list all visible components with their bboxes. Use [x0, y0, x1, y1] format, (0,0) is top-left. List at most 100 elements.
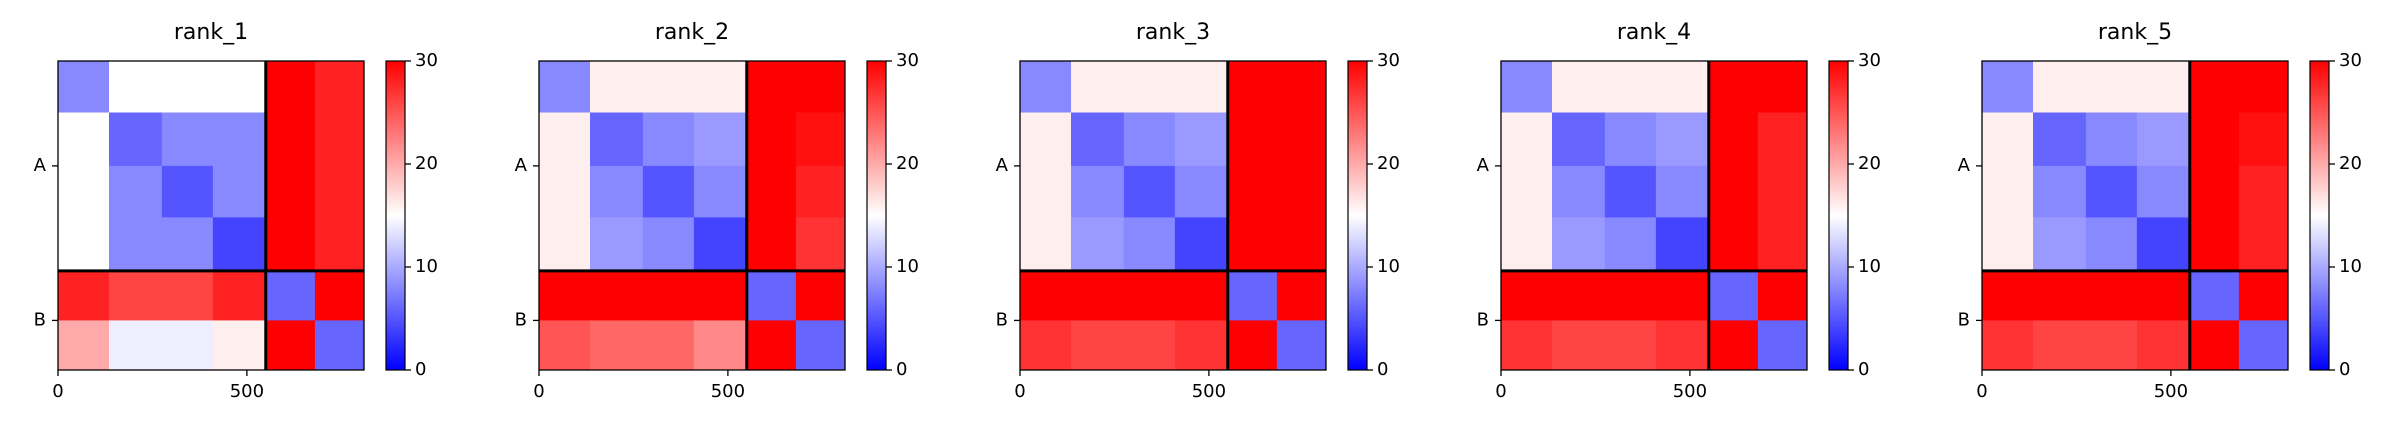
heat-cell: [1174, 61, 1229, 113]
heat-cell: [2238, 61, 2289, 113]
heat-cell: [1123, 165, 1176, 218]
heat-cell: [1757, 270, 1808, 321]
heat-cell: [693, 320, 748, 371]
heat-cell: [693, 217, 748, 272]
heat-cell: [746, 112, 797, 167]
heat-cell: [590, 270, 644, 321]
heat-cell: [265, 165, 316, 218]
x-tick-label: 500: [230, 381, 264, 402]
heat-cell: [2189, 112, 2240, 167]
heat-cell: [642, 217, 695, 272]
colorbar-tick-label: 20: [896, 153, 919, 174]
heat-cell: [1757, 320, 1808, 371]
heat-cell: [590, 165, 644, 218]
heat-cell: [2033, 112, 2087, 167]
heat-cell: [539, 61, 591, 113]
heat-cell: [161, 320, 214, 371]
colorbar-tick-label: 10: [896, 256, 919, 277]
heat-cell: [2136, 320, 2191, 371]
heat-cell: [1655, 165, 1710, 218]
heat-cell: [212, 112, 267, 167]
heat-cell: [1227, 270, 1278, 321]
heat-cell: [1020, 61, 1072, 113]
heat-cell: [314, 165, 365, 218]
colorbar: [1347, 60, 1368, 371]
heat-cell: [265, 320, 316, 371]
heat-cell: [1982, 270, 2034, 321]
heat-cell: [1552, 320, 1606, 371]
heat-cell: [314, 112, 365, 167]
heat-cell: [314, 320, 365, 371]
heat-cell: [1604, 112, 1657, 167]
x-tick-label: 0: [1495, 381, 1506, 402]
heat-cell: [1227, 165, 1278, 218]
heat-cell: [161, 61, 214, 113]
heat-cell: [1071, 270, 1125, 321]
colorbar-tick-label: 0: [2339, 359, 2350, 380]
panel-title: rank_3: [1136, 20, 1210, 45]
heat-cell: [642, 320, 695, 371]
heat-cell: [2136, 270, 2191, 321]
heat-cell: [746, 61, 797, 113]
heat-cell: [314, 217, 365, 272]
heat-cell: [212, 320, 267, 371]
colorbar-tick-label: 0: [896, 359, 907, 380]
heat-cell: [2189, 270, 2240, 321]
heat-cell: [109, 217, 163, 272]
heat-cell: [58, 270, 110, 321]
heat-cell: [1982, 217, 2034, 272]
y-tick-label: A: [996, 155, 1009, 176]
heat-cell: [161, 217, 214, 272]
heat-cell: [2085, 165, 2138, 218]
heat-cell: [2189, 61, 2240, 113]
heat-cell: [1982, 320, 2034, 371]
panel-title: rank_2: [655, 20, 729, 45]
y-tick-label: B: [515, 309, 527, 330]
heat-cell: [1604, 320, 1657, 371]
heat-cell: [1501, 61, 1553, 113]
heat-cell: [2136, 217, 2191, 272]
heat-cell: [109, 270, 163, 321]
heat-cell: [1020, 320, 1072, 371]
heat-cell: [2033, 270, 2087, 321]
heat-cell: [265, 61, 316, 113]
colorbar: [866, 60, 887, 371]
heat-cell: [265, 217, 316, 272]
x-tick-label: 0: [1976, 381, 1987, 402]
heat-cell: [212, 61, 267, 113]
heat-cell: [2238, 165, 2289, 218]
heat-cell: [1174, 165, 1229, 218]
heat-cell: [1655, 61, 1710, 113]
heat-cell: [539, 320, 591, 371]
heat-cell: [590, 112, 644, 167]
heat-cell: [1071, 320, 1125, 371]
plot-frame: [538, 60, 846, 371]
heat-cell: [314, 270, 365, 321]
heat-cell: [58, 165, 110, 218]
heat-cell: [1174, 217, 1229, 272]
x-tick-label: 500: [2154, 381, 2188, 402]
heat-cell: [1655, 270, 1710, 321]
heat-cell: [1276, 320, 1327, 371]
colorbar-tick-label: 20: [1377, 153, 1400, 174]
heat-cell: [1982, 61, 2034, 113]
x-tick-label: 0: [52, 381, 63, 402]
plot-frame: [1981, 60, 2289, 371]
heat-cell: [1071, 165, 1125, 218]
y-tick-label: B: [1477, 309, 1489, 330]
heat-cell: [1276, 217, 1327, 272]
heat-cell: [1123, 270, 1176, 321]
plot-frame: [57, 60, 365, 371]
colorbar-tick-label: 10: [2339, 256, 2362, 277]
heat-cell: [746, 270, 797, 321]
heat-cell: [590, 217, 644, 272]
plot-frame: [1019, 60, 1327, 371]
heat-cell: [1227, 217, 1278, 272]
x-tick-label: 0: [533, 381, 544, 402]
heat-cell: [1604, 165, 1657, 218]
heat-cell: [2033, 61, 2087, 113]
colorbar-tick-label: 30: [1858, 50, 1881, 71]
heat-cell: [693, 61, 748, 113]
heat-cell: [1757, 61, 1808, 113]
